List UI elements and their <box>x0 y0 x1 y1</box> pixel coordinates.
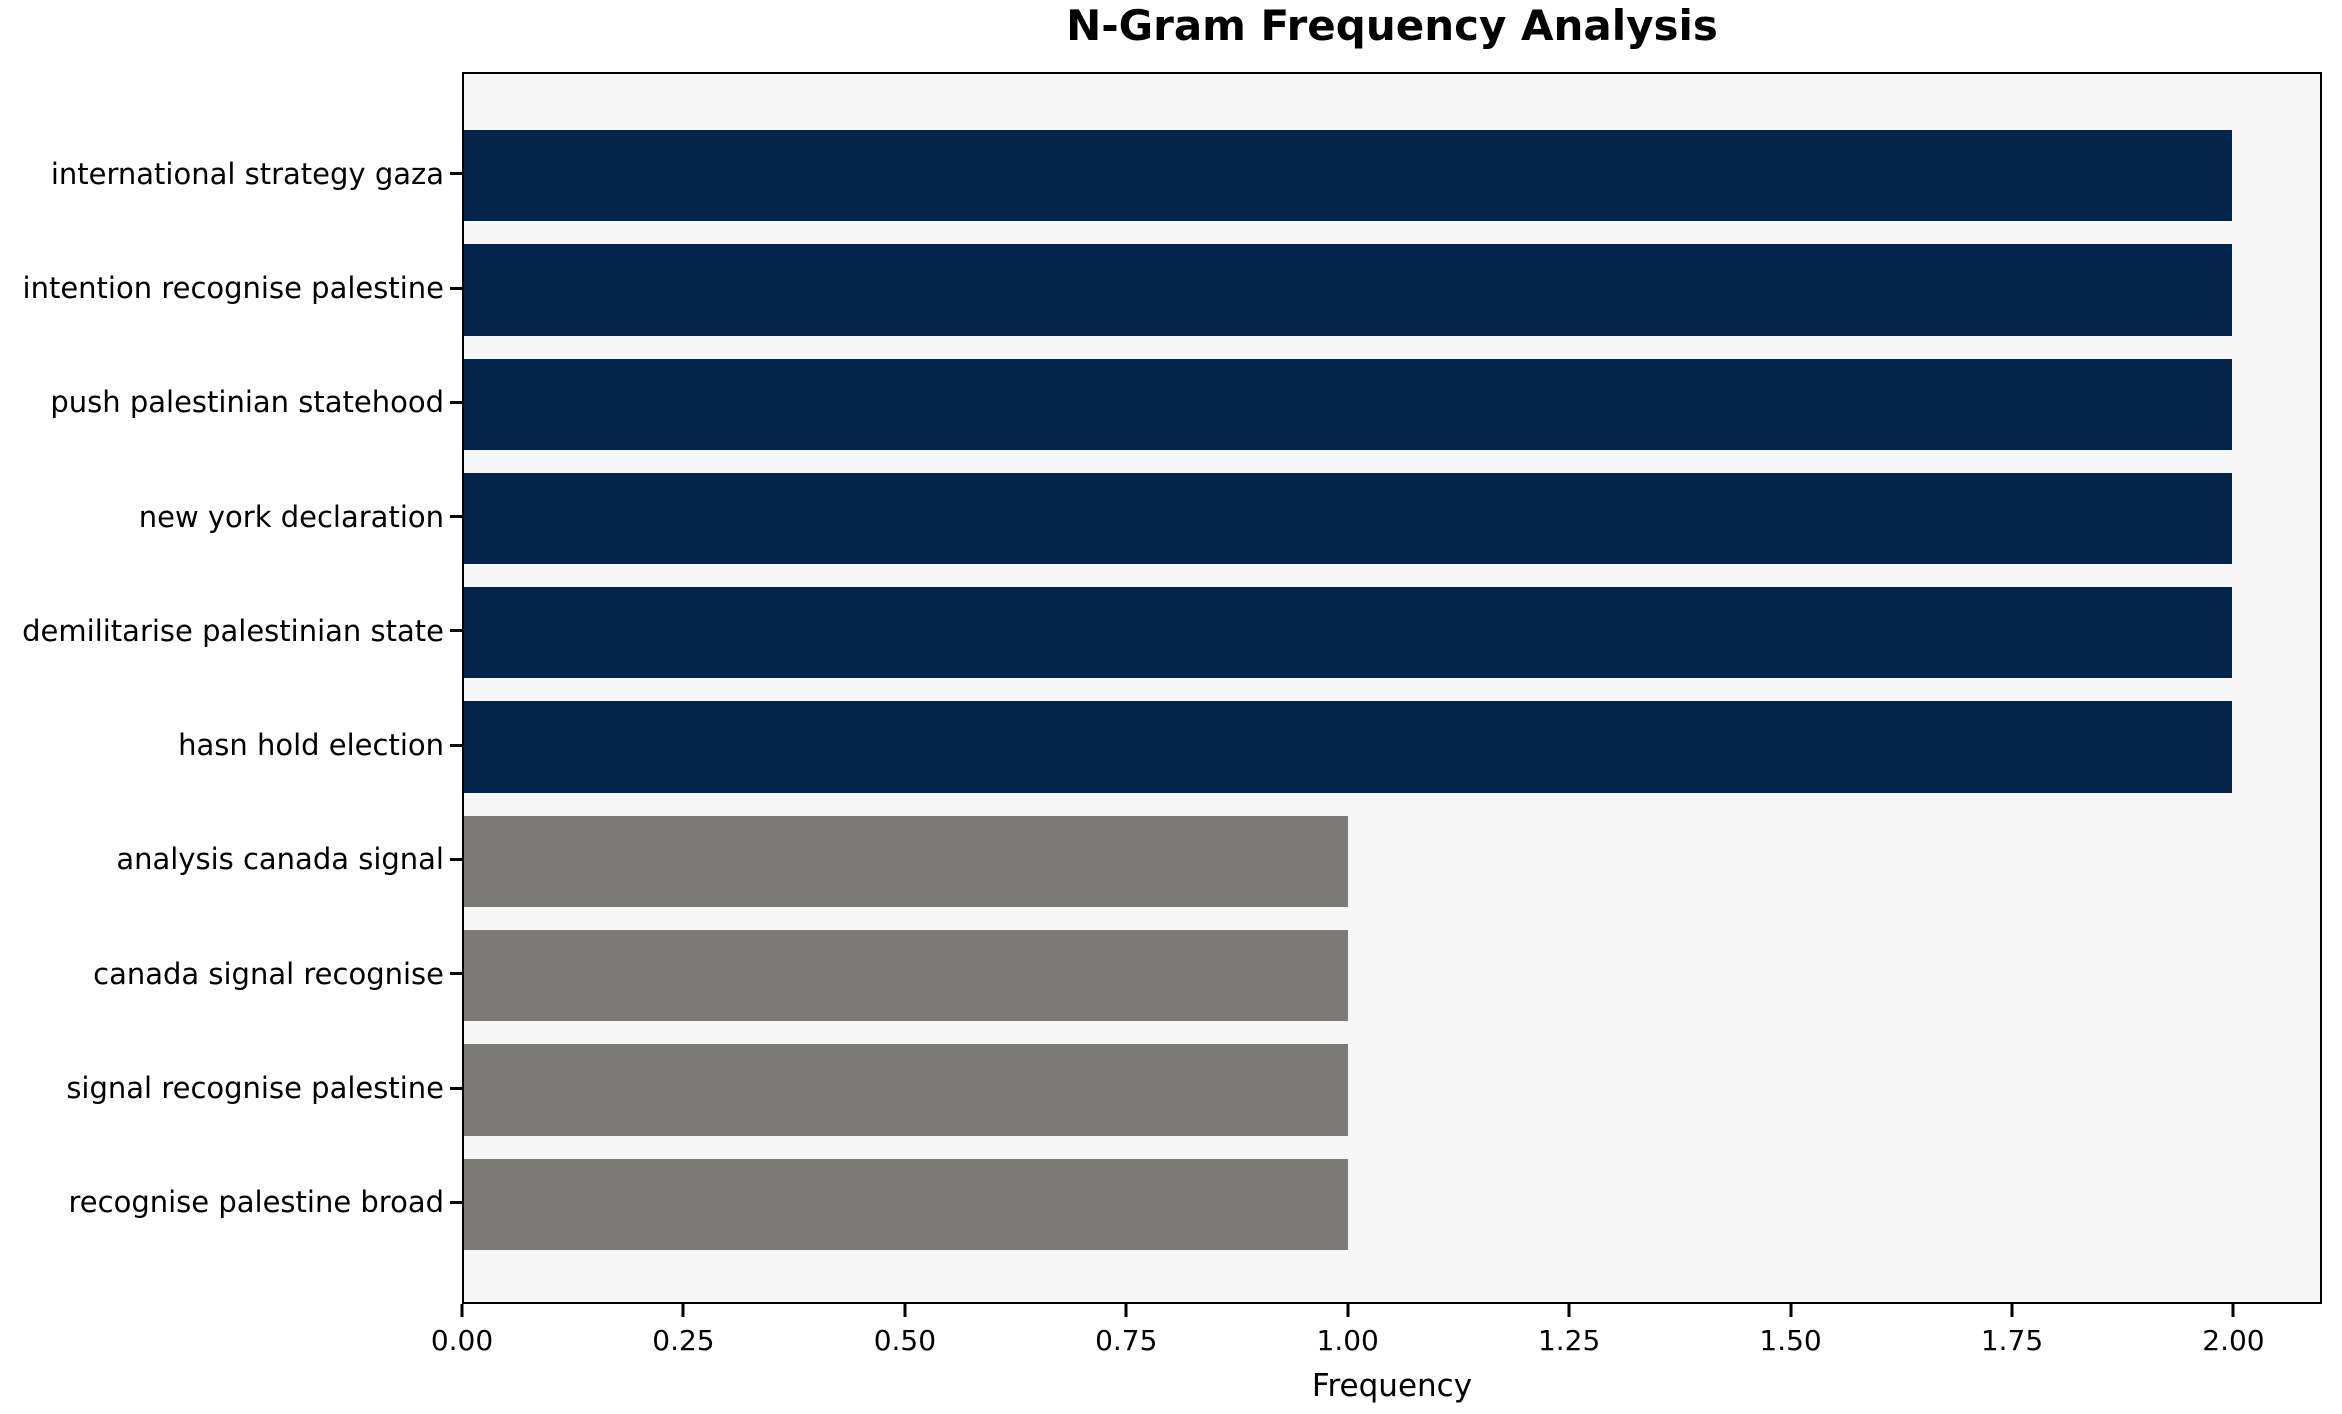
y-axis-labels: international strategy gaza intention rec… <box>0 72 444 1304</box>
x-tick-label: 1.25 <box>1537 1324 1601 1357</box>
x-tick-mark <box>1567 1304 1571 1317</box>
y-tick-mark <box>450 629 462 633</box>
bar-5 <box>464 701 2232 793</box>
bar-9 <box>464 1158 1348 1250</box>
x-tick-label: 2.00 <box>2202 1324 2265 1357</box>
y-tick-mark <box>450 400 462 404</box>
bar-4 <box>464 587 2232 679</box>
bar-6 <box>464 815 1348 908</box>
y-tick-mark <box>450 1086 462 1090</box>
y-tick-mark <box>450 743 462 747</box>
x-tick-mark <box>903 1304 907 1317</box>
chart-title: N-Gram Frequency Analysis <box>1066 1 1718 50</box>
plot-area <box>462 72 2322 1304</box>
x-tick-mark <box>2231 1304 2235 1317</box>
x-tick-label: 0.75 <box>1095 1324 1158 1357</box>
bar-7 <box>464 930 1348 1022</box>
y-tick-mark <box>450 857 462 861</box>
bar-0 <box>464 130 2232 222</box>
y-tick-label: hasn hold election <box>178 728 444 763</box>
x-tick-mark <box>1346 1304 1350 1317</box>
y-tick-label: canada signal recognise <box>93 956 444 991</box>
y-tick-mark <box>450 286 462 290</box>
x-tick-mark <box>460 1304 464 1317</box>
y-tick-label: signal recognise palestine <box>66 1071 444 1105</box>
bar-3 <box>464 472 2232 565</box>
y-tick-label: push palestinian statehood <box>50 385 444 420</box>
bar-8 <box>464 1044 1348 1136</box>
x-tick-label: 1.00 <box>1316 1324 1379 1357</box>
y-tick-label: intention recognise palestine <box>22 271 444 305</box>
y-tick-mark <box>450 1200 462 1204</box>
bar-2 <box>464 358 2232 450</box>
y-tick-mark <box>450 972 462 976</box>
y-tick-mark <box>450 515 462 519</box>
bar-1 <box>464 244 2232 336</box>
x-tick-mark <box>1124 1304 1128 1317</box>
x-tick-label: 0.00 <box>430 1324 494 1357</box>
x-tick-mark <box>2010 1304 2014 1317</box>
x-tick-mark <box>1789 1304 1793 1317</box>
y-tick-label: international strategy gaza <box>50 156 444 191</box>
y-tick-label: new york declaration <box>138 499 444 534</box>
x-tick-label: 1.50 <box>1759 1324 1822 1357</box>
y-tick-label: demilitarise palestinian state <box>22 613 444 648</box>
x-tick-label: 0.50 <box>873 1324 937 1357</box>
x-tick-label: 1.75 <box>1980 1324 2044 1357</box>
x-tick-mark <box>681 1304 685 1317</box>
y-tick-label: analysis canada signal <box>116 842 444 877</box>
x-axis-ticks: 0.00 0.25 0.50 0.75 1.00 1.25 1.50 1.75 2.00 <box>431 1304 2322 1384</box>
x-axis-label: Frequency <box>1311 1368 1473 1404</box>
y-tick-mark <box>450 172 462 176</box>
x-tick-label: 0.25 <box>652 1324 715 1357</box>
y-tick-label: recognise palestine broad <box>68 1185 445 1220</box>
